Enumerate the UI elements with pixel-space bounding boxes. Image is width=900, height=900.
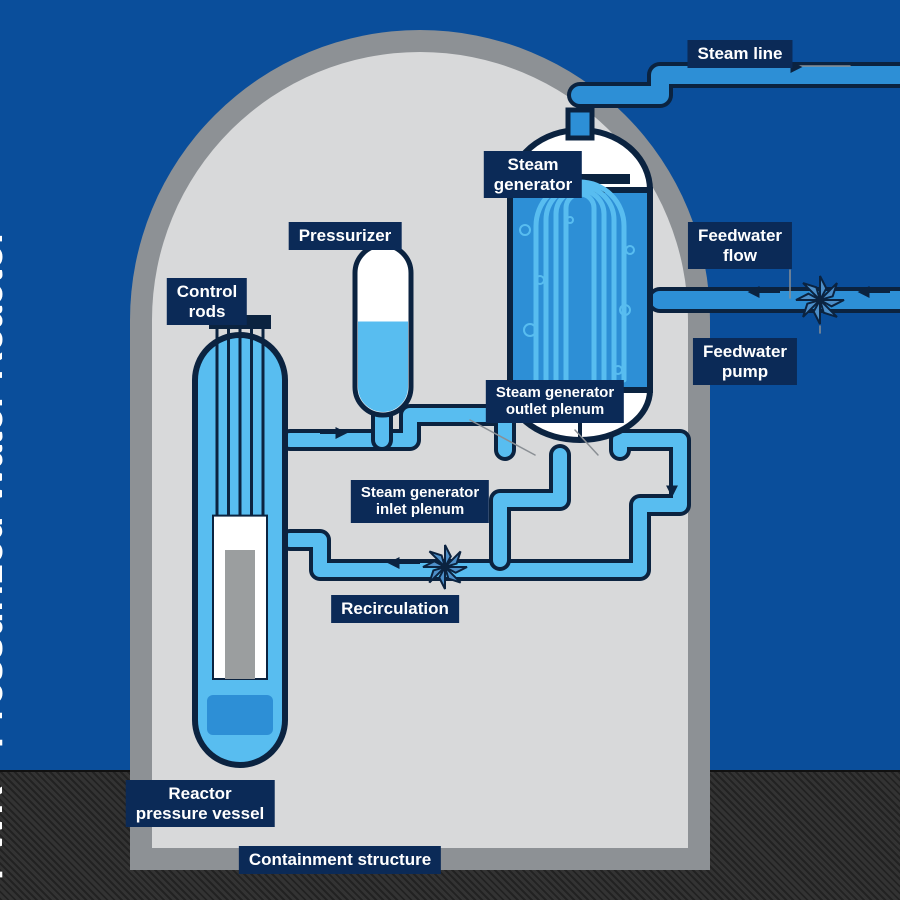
diagram-canvas [0,0,900,900]
label-feedwater-flow: Feedwaterflow [688,222,792,269]
label-steam-generator: Steamgenerator [484,151,582,198]
label-pressurizer: Pressurizer [289,222,402,250]
label-containment: Containment structure [239,846,441,874]
label-recirculation: Recirculation [331,595,459,623]
label-control-rods: Controlrods [167,278,247,325]
label-sg-inlet: Steam generatorinlet plenum [351,480,489,523]
label-feedwater-pump: Feedwaterpump [693,338,797,385]
label-steam-line: Steam line [687,40,792,68]
label-reactor-vessel: Reactorpressure vessel [126,780,275,827]
label-sg-outlet: Steam generatoroutlet plenum [486,380,624,423]
